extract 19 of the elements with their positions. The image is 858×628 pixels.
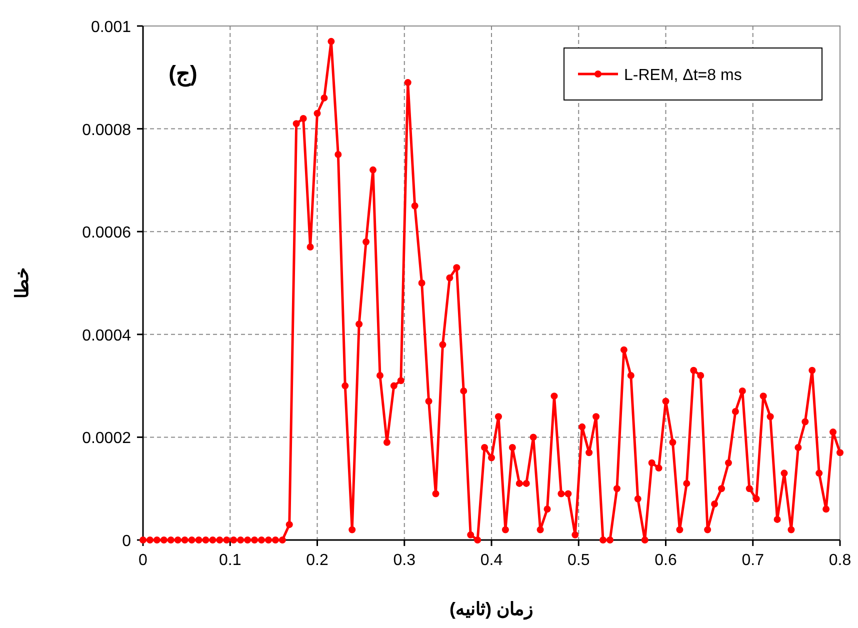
- x-tick-label: 0.3: [393, 552, 416, 569]
- x-tick-label: 0.7: [742, 552, 764, 569]
- annotation: (ج): [168, 61, 198, 87]
- y-tick-label: 0.0006: [82, 224, 132, 242]
- x-tick-label: 0.4: [480, 552, 503, 569]
- y-tick-label: 0.0008: [82, 122, 132, 139]
- y-tick-label: 0.0004: [82, 327, 132, 344]
- y-axis-title: خطا: [12, 268, 32, 298]
- x-tick-label: 0.1: [219, 552, 242, 569]
- y-tick-label: 0: [122, 533, 132, 550]
- x-tick-label: 0.6: [654, 552, 677, 569]
- y-tick-label: 0.0002: [82, 430, 132, 448]
- x-axis-title: زمان (ثانیه): [450, 599, 534, 620]
- x-tick-label: 0.5: [568, 552, 590, 569]
- x-tick-label: 0.8: [828, 552, 852, 569]
- x-tick-label: 0.2: [306, 552, 328, 569]
- legend-label: L-REM, Δt=8 ms: [624, 67, 742, 84]
- y-tick-label: 0.001: [90, 19, 132, 36]
- x-tick-label: 0: [138, 552, 148, 569]
